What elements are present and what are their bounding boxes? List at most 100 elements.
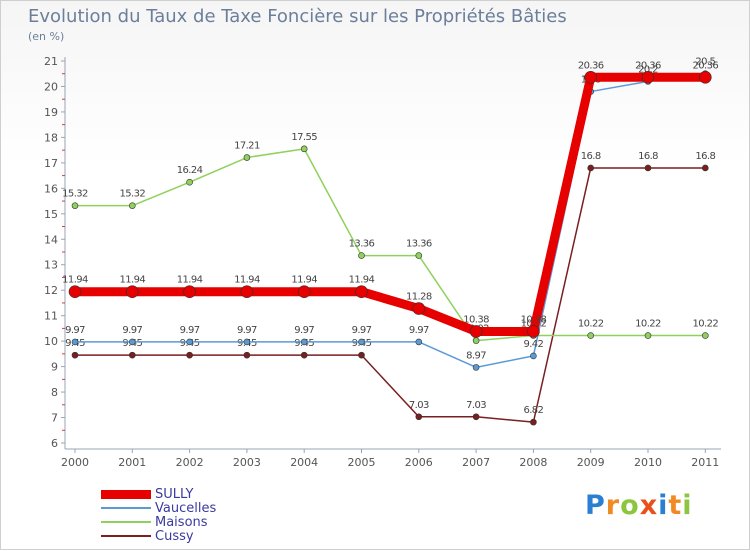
- data-point-sully: [355, 285, 368, 299]
- data-label-cussy: 7.03: [409, 400, 429, 411]
- data-label-maisons: 15.32: [62, 189, 88, 200]
- data-label-vaucelles: 20.2: [638, 64, 658, 75]
- data-point-vaucelles: [243, 338, 251, 346]
- legend: SULLY Vaucelles Maisons Cussy: [101, 487, 216, 543]
- series-maisons: 15.3215.3216.2417.2117.5513.3613.3610.02…: [62, 132, 719, 344]
- data-label-sully: 20.36: [635, 60, 661, 71]
- data-label-vaucelles: 20.5: [695, 57, 715, 68]
- series-line-maisons: [74, 148, 707, 342]
- series-sully: 11.94 11.94 11.94 11.94 11.94 11.94 11.28 10.38…: [62, 60, 719, 338]
- unit-label: (en %): [28, 30, 65, 43]
- data-label-cussy: 6.82: [523, 405, 543, 416]
- data-point-maisons: [644, 332, 652, 339]
- data-point-vaucelles: [186, 338, 193, 346]
- data-label-sully: 10.38: [463, 314, 489, 325]
- y-tick-label: 10: [44, 335, 58, 348]
- data-label-maisons: 16.24: [177, 165, 203, 176]
- x-tick-label: 2011: [691, 456, 719, 469]
- y-tick-label: 20: [44, 80, 58, 93]
- data-point-cussy: [129, 351, 136, 359]
- data-label-vaucelles: 8.97: [466, 350, 486, 361]
- data-point-maisons: [129, 202, 136, 209]
- data-label-sully: 11.94: [291, 275, 317, 286]
- data-label-cussy: 16.8: [638, 151, 658, 162]
- data-label-vaucelles: 9.97: [122, 325, 142, 336]
- y-tick-label: 8: [51, 386, 58, 399]
- data-label-maisons: 10.22: [635, 319, 661, 330]
- y-tick-label: 13: [44, 259, 58, 272]
- legend-item-sully: SULLY: [101, 487, 216, 501]
- data-point-cussy: [243, 351, 251, 359]
- data-point-maisons: [243, 154, 251, 161]
- y-tick-label: 19: [44, 106, 58, 119]
- data-point-cussy: [530, 418, 537, 426]
- y-tick-label: 11: [44, 310, 58, 323]
- data-label-sully: 10.38: [521, 314, 547, 325]
- logo-letter: r: [605, 490, 621, 521]
- data-point-vaucelles: [472, 364, 480, 371]
- x-tick-label: 2001: [118, 456, 146, 469]
- series-line-cussy: [74, 167, 707, 423]
- data-point-vaucelles: [71, 338, 79, 346]
- data-point-vaucelles: [415, 338, 423, 346]
- series-vaucelles: 9.979.979.979.979.979.979.978.979.4219.8…: [65, 57, 716, 371]
- data-point-maisons: [701, 332, 709, 339]
- x-tick-label: 2004: [290, 456, 318, 469]
- data-point-cussy: [415, 413, 423, 421]
- data-label-sully: 20.36: [692, 60, 718, 71]
- data-point-cussy: [701, 164, 709, 172]
- series-layer: 9.459.459.459.459.459.457.037.036.8216.8…: [62, 57, 719, 426]
- data-point-maisons: [587, 332, 595, 339]
- data-label-sully: 11.94: [234, 275, 260, 286]
- proxiti-logo: Proxiti: [585, 490, 693, 521]
- data-label-maisons: 17.55: [291, 132, 317, 143]
- y-tick-label: 6: [51, 437, 58, 450]
- data-point-cussy: [644, 164, 652, 172]
- data-point-sully: [469, 325, 483, 338]
- data-point-sully: [584, 70, 598, 84]
- y-tick-label: 9: [51, 361, 58, 374]
- data-point-sully: [183, 285, 196, 299]
- data-point-cussy: [472, 413, 480, 421]
- data-point-sully: [412, 302, 426, 315]
- axes: 6 7 8 9 10 11 12 13 14 15 16 17 18 19 20 21 2000 2001 2002…: [44, 55, 721, 469]
- logo-letter: x: [639, 490, 659, 521]
- data-point-sully: [641, 70, 655, 84]
- data-point-sully: [126, 285, 139, 299]
- legend-swatch: [101, 521, 151, 523]
- data-point-maisons: [472, 337, 480, 344]
- x-tick-label: 2010: [634, 456, 662, 469]
- data-point-cussy: [358, 351, 365, 359]
- data-label-sully: 11.94: [119, 275, 145, 286]
- x-tick-label: 2002: [176, 456, 204, 469]
- legend-label: Vaucelles: [155, 500, 217, 516]
- y-tick-label: 21: [44, 55, 58, 68]
- data-point-maisons: [186, 178, 193, 186]
- data-point-sully: [698, 70, 712, 84]
- data-label-sully: 11.94: [62, 275, 88, 286]
- series-line-vaucelles: [74, 72, 707, 369]
- data-label-vaucelles: 9.42: [523, 339, 543, 350]
- legend-label: Cussy: [155, 528, 194, 544]
- data-point-maisons: [300, 145, 308, 153]
- data-label-maisons: 10.22: [692, 319, 718, 330]
- y-tick-label: 16: [44, 182, 58, 195]
- data-label-maisons: 10.22: [578, 319, 604, 330]
- data-point-maisons: [71, 202, 79, 209]
- data-label-cussy: 7.03: [466, 400, 486, 411]
- data-label-vaucelles: 9.97: [409, 325, 429, 336]
- legend-label: SULLY: [155, 486, 194, 502]
- logo-letter: P: [585, 490, 606, 521]
- data-label-sully: 11.94: [349, 275, 375, 286]
- data-label-cussy: 16.8: [695, 151, 715, 162]
- y-tick-label: 14: [44, 233, 58, 246]
- y-tick-label: 17: [44, 157, 58, 170]
- x-tick-label: 2007: [462, 456, 490, 469]
- legend-item-maisons: Maisons: [101, 515, 216, 529]
- data-label-maisons: 17.21: [234, 141, 260, 152]
- x-tick-label: 2008: [519, 456, 547, 469]
- logo-letter: t: [668, 490, 683, 521]
- x-tick-label: 2009: [577, 456, 605, 469]
- y-tick-label: 12: [44, 284, 58, 297]
